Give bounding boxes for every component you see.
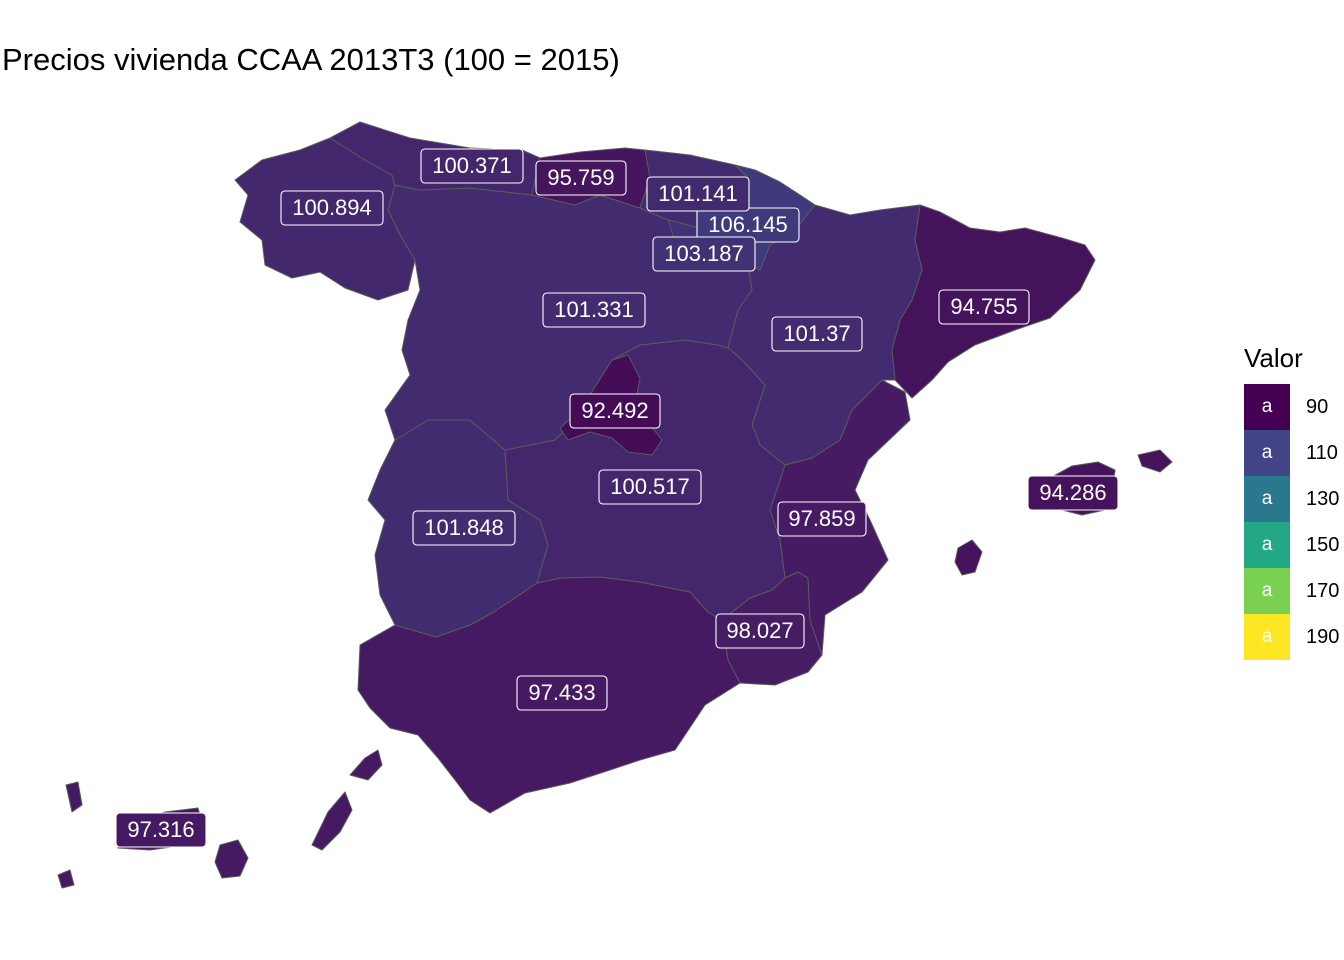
legend-value: 150 — [1306, 533, 1340, 556]
value-label: 100.894 — [280, 190, 384, 226]
legend-value: 190 — [1306, 625, 1340, 648]
legend-swatch: a — [1244, 522, 1290, 568]
legend-item: a 170 — [1244, 568, 1339, 614]
value-label: 98.027 — [715, 613, 805, 649]
legend-value: 90 — [1306, 395, 1329, 418]
value-label: 101.331 — [542, 292, 646, 328]
legend-value: 130 — [1306, 487, 1340, 510]
svg-text:101.141: 101.141 — [658, 181, 738, 206]
value-label: 101.848 — [412, 510, 516, 546]
svg-text:101.37: 101.37 — [783, 321, 850, 346]
value-label: 94.755 — [938, 289, 1030, 325]
svg-text:97.316: 97.316 — [127, 817, 194, 842]
svg-text:94.286: 94.286 — [1039, 480, 1106, 505]
map-title: Precios vivienda CCAA 2013T3 (100 = 2015… — [2, 42, 620, 77]
value-label: 97.433 — [516, 675, 608, 711]
legend-swatch: a — [1244, 568, 1290, 614]
value-label: 94.286 — [1027, 475, 1119, 511]
svg-text:101.331: 101.331 — [554, 297, 634, 322]
legend-value: 170 — [1306, 579, 1340, 602]
legend-item: a 110 — [1244, 430, 1339, 476]
value-label: 95.759 — [535, 160, 627, 196]
legend-swatch: a — [1244, 430, 1290, 476]
svg-text:100.517: 100.517 — [610, 474, 690, 499]
color-legend: Valor a 90 a 110 a 130 a 150 a 170 a 190 — [1244, 343, 1339, 660]
legend-value: 110 — [1306, 441, 1338, 464]
svg-text:100.371: 100.371 — [432, 153, 512, 178]
svg-text:95.759: 95.759 — [547, 165, 614, 190]
svg-text:98.027: 98.027 — [726, 618, 793, 643]
legend-swatch: a — [1244, 614, 1290, 660]
svg-text:103.187: 103.187 — [664, 241, 744, 266]
svg-text:97.859: 97.859 — [788, 506, 855, 531]
svg-text:97.433: 97.433 — [528, 680, 595, 705]
value-label: 101.37 — [771, 316, 863, 352]
svg-text:92.492: 92.492 — [581, 398, 648, 423]
value-label: 100.517 — [598, 469, 702, 505]
svg-text:106.145: 106.145 — [708, 212, 788, 237]
legend-item: a 130 — [1244, 476, 1339, 522]
value-label: 101.141 — [646, 176, 750, 212]
svg-text:94.755: 94.755 — [950, 294, 1017, 319]
value-label: 92.492 — [569, 393, 661, 429]
value-label: 97.316 — [115, 812, 207, 848]
region-baleares[interactable] — [954, 449, 1173, 576]
legend-swatch: a — [1244, 476, 1290, 522]
value-label: 103.187 — [652, 236, 756, 272]
legend-item: a 90 — [1244, 384, 1339, 430]
legend-item: a 190 — [1244, 614, 1339, 660]
region-canarias[interactable] — [57, 749, 383, 889]
legend-item: a 150 — [1244, 522, 1339, 568]
svg-text:101.848: 101.848 — [424, 515, 504, 540]
value-label: 100.371 — [420, 148, 524, 184]
value-label: 97.859 — [777, 501, 867, 537]
legend-swatch: a — [1244, 384, 1290, 430]
svg-text:100.894: 100.894 — [292, 195, 372, 220]
legend-title: Valor — [1244, 343, 1303, 373]
